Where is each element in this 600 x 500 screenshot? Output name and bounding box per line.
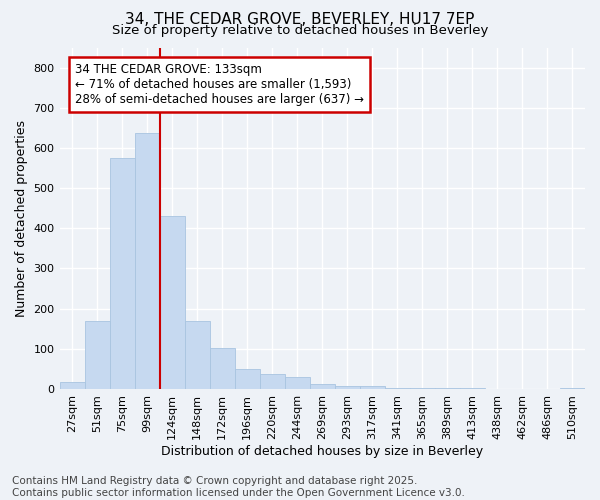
Bar: [185, 320, 209, 389]
Bar: [59, 382, 85, 389]
Text: 34 THE CEDAR GROVE: 133sqm
← 71% of detached houses are smaller (1,593)
28% of s: 34 THE CEDAR GROVE: 133sqm ← 71% of deta…: [76, 63, 364, 106]
Bar: [285, 377, 310, 389]
Bar: [385, 388, 410, 389]
Bar: [335, 386, 360, 389]
Y-axis label: Number of detached properties: Number of detached properties: [15, 120, 28, 316]
Bar: [160, 216, 185, 389]
X-axis label: Distribution of detached houses by size in Beverley: Distribution of detached houses by size …: [161, 444, 484, 458]
Bar: [435, 388, 460, 389]
Bar: [209, 348, 235, 389]
Text: Contains HM Land Registry data © Crown copyright and database right 2025.
Contai: Contains HM Land Registry data © Crown c…: [12, 476, 465, 498]
Bar: [360, 386, 385, 389]
Bar: [410, 388, 435, 389]
Bar: [260, 374, 285, 389]
Text: Size of property relative to detached houses in Beverley: Size of property relative to detached ho…: [112, 24, 488, 37]
Bar: [85, 322, 110, 389]
Bar: [110, 158, 134, 389]
Bar: [560, 388, 585, 389]
Bar: [235, 369, 260, 389]
Text: 34, THE CEDAR GROVE, BEVERLEY, HU17 7EP: 34, THE CEDAR GROVE, BEVERLEY, HU17 7EP: [125, 12, 475, 28]
Bar: [460, 388, 485, 389]
Bar: [134, 132, 160, 389]
Bar: [310, 384, 335, 389]
